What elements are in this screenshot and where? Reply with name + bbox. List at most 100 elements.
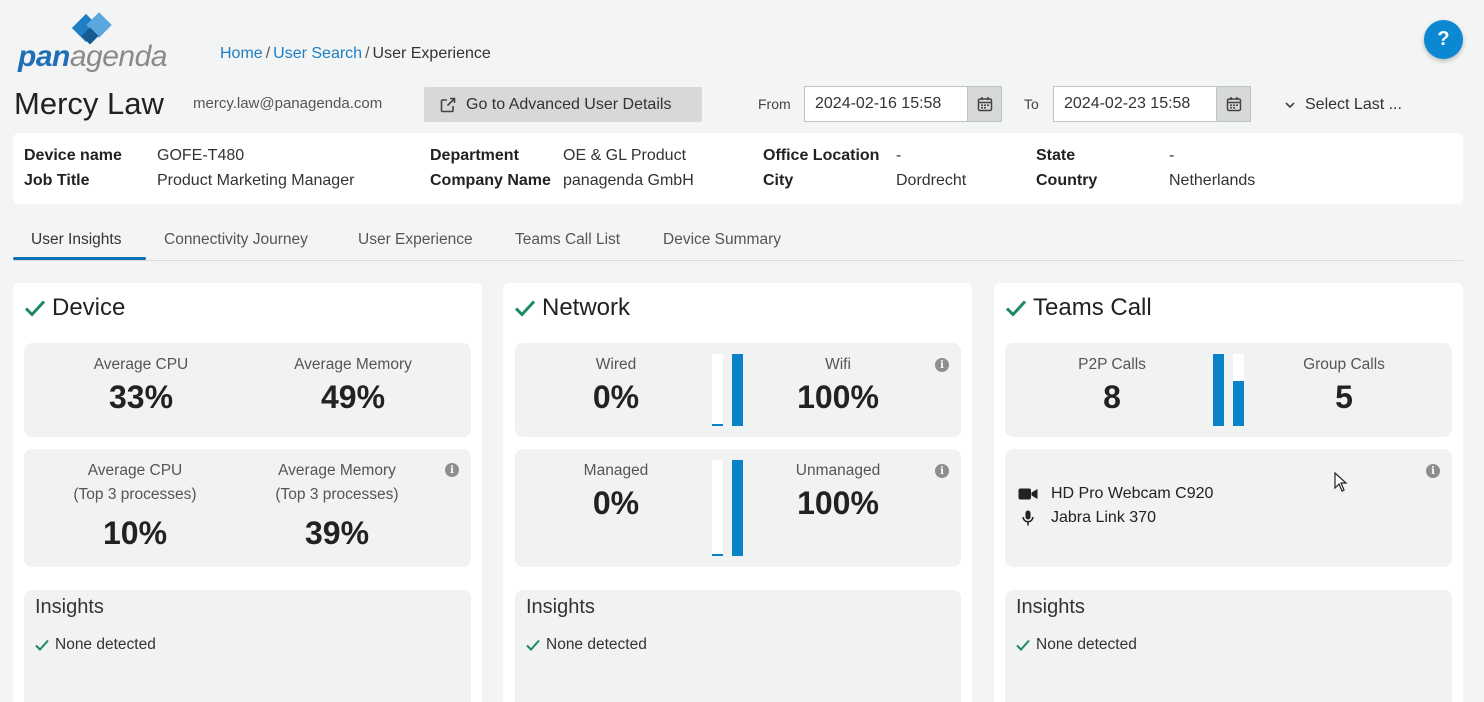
top-cpu-sublabel: (Top 3 processes) xyxy=(73,486,197,503)
top-memory-label: Average Memory xyxy=(278,462,396,479)
group-calls-bar-fill xyxy=(1233,381,1244,426)
breadcrumb: Home / User Search / User Experience xyxy=(220,45,491,63)
department-row: Department OE & GL Product xyxy=(430,147,686,165)
group-calls-bar xyxy=(1233,354,1244,426)
teams-panel-title: Teams Call xyxy=(1005,294,1152,322)
average-cpu-label: Average CPU xyxy=(93,356,189,373)
active-tab-indicator xyxy=(13,257,146,260)
country-value: Netherlands xyxy=(1169,172,1256,189)
managed-value: 0% xyxy=(592,485,640,521)
connection-type-card: Wired 0% Wifi 100% i xyxy=(515,343,961,437)
top-cpu-value: 10% xyxy=(102,515,168,551)
help-icon: ? xyxy=(1437,28,1450,50)
teams-title-text: Teams Call xyxy=(1033,294,1152,321)
top-memory-metric: Average Memory (Top 3 processes) 39% xyxy=(242,459,432,553)
chevron-down-icon xyxy=(1285,102,1295,108)
breadcrumb-separator: / xyxy=(365,45,370,62)
device-name-row: Device name GOFE-T480 xyxy=(24,147,244,165)
page-title: Mercy Law xyxy=(14,86,164,121)
microphone-name: Jabra Link 370 xyxy=(1051,509,1156,526)
tab-user-insights[interactable]: User Insights xyxy=(31,231,122,248)
from-date-value[interactable]: 2024-02-16 15:58 xyxy=(815,95,942,112)
info-icon[interactable]: i xyxy=(935,358,949,372)
tab-device-summary[interactable]: Device Summary xyxy=(663,231,781,248)
state-row: State - xyxy=(1036,147,1174,165)
tab-connectivity-journey[interactable]: Connectivity Journey xyxy=(164,231,308,248)
help-button[interactable]: ? xyxy=(1424,20,1463,59)
network-title-text: Network xyxy=(542,294,631,321)
state-key: State xyxy=(1036,147,1076,164)
select-last-dropdown[interactable]: Select Last ... xyxy=(1285,96,1402,114)
city-row: City Dordrecht xyxy=(763,172,966,190)
device-averages-card: Average CPU 33% Average Memory 49% xyxy=(24,343,471,437)
network-insights-card: Insights None detected xyxy=(515,590,961,702)
panagenda-logo[interactable]: panagenda xyxy=(18,12,186,74)
management-card: Managed 0% Unmanaged 100% i xyxy=(515,449,961,567)
p2p-calls-metric: P2P Calls 8 xyxy=(1027,353,1197,417)
managed-bar xyxy=(712,460,723,556)
unmanaged-metric: Unmanaged 100% xyxy=(753,459,923,523)
device-name-value: GOFE-T480 xyxy=(157,147,245,164)
advanced-user-details-button[interactable]: Go to Advanced User Details xyxy=(424,87,702,122)
mouse-cursor-icon xyxy=(1334,472,1348,492)
from-calendar-button[interactable] xyxy=(967,87,1001,121)
advanced-user-details-label: Go to Advanced User Details xyxy=(466,95,672,113)
insights-status: None detected xyxy=(526,636,647,654)
audio-video-devices-card: HD Pro Webcam C920 Jabra Link 370 i xyxy=(1005,449,1452,567)
average-memory-value: 49% xyxy=(320,379,386,415)
tab-user-experience[interactable]: User Experience xyxy=(358,231,473,248)
to-date-field[interactable]: 2024-02-23 15:58 xyxy=(1053,86,1251,122)
check-icon xyxy=(35,639,49,651)
check-icon xyxy=(526,639,540,651)
teams-call-panel: Teams Call P2P Calls 8 Group Calls 5 HD … xyxy=(994,283,1463,702)
from-label: From xyxy=(758,96,791,112)
p2p-calls-bar-fill xyxy=(1213,354,1224,426)
breadcrumb-home[interactable]: Home xyxy=(220,45,263,62)
camera-name: HD Pro Webcam C920 xyxy=(1051,485,1214,502)
tab-bar: User Insights Connectivity Journey User … xyxy=(13,226,1463,261)
insights-status-text: None detected xyxy=(55,636,156,653)
job-title-row: Job Title Product Marketing Manager xyxy=(24,172,354,190)
info-icon[interactable]: i xyxy=(445,463,459,477)
wifi-bar xyxy=(732,354,743,426)
unmanaged-bar xyxy=(732,460,743,556)
group-calls-label: Group Calls xyxy=(1303,356,1385,373)
tab-teams-call-list[interactable]: Teams Call List xyxy=(515,231,621,248)
breadcrumb-current: User Experience xyxy=(372,45,491,62)
wired-bar-fill xyxy=(712,424,723,426)
managed-bar-fill xyxy=(712,554,723,556)
country-row: Country Netherlands xyxy=(1036,172,1255,190)
top-memory-sublabel: (Top 3 processes) xyxy=(275,486,399,503)
to-calendar-button[interactable] xyxy=(1216,87,1250,121)
network-panel-title: Network xyxy=(514,294,630,322)
logo-wordmark: panagenda xyxy=(18,40,167,73)
insights-status-text: None detected xyxy=(1036,636,1137,653)
department-key: Department xyxy=(430,147,519,164)
job-title-value: Product Marketing Manager xyxy=(157,172,355,189)
check-icon xyxy=(1005,300,1027,317)
info-icon[interactable]: i xyxy=(1426,464,1440,478)
office-key: Office Location xyxy=(763,147,880,164)
calendar-icon xyxy=(1226,97,1241,112)
to-date-value[interactable]: 2024-02-23 15:58 xyxy=(1064,95,1191,112)
device-top-processes-card: Average CPU (Top 3 processes) 10% Averag… xyxy=(24,449,471,567)
p2p-calls-label: P2P Calls xyxy=(1078,356,1146,373)
from-date-field[interactable]: 2024-02-16 15:58 xyxy=(804,86,1002,122)
unmanaged-label: Unmanaged xyxy=(795,462,881,479)
breadcrumb-user-search[interactable]: User Search xyxy=(273,45,363,62)
insights-status-text: None detected xyxy=(546,636,647,653)
check-icon xyxy=(24,300,46,317)
top-memory-value: 39% xyxy=(304,515,370,551)
info-icon[interactable]: i xyxy=(935,464,949,478)
top-cpu-metric: Average CPU (Top 3 processes) 10% xyxy=(40,459,230,553)
to-label: To xyxy=(1024,96,1039,112)
device-insights-card: Insights None detected xyxy=(24,590,471,702)
company-key: Company Name xyxy=(430,172,551,189)
company-row: Company Name panagenda GmbH xyxy=(430,172,694,190)
insights-title: Insights xyxy=(526,596,595,618)
top-cpu-label: Average CPU xyxy=(87,462,183,479)
country-key: Country xyxy=(1036,172,1098,189)
unmanaged-value: 100% xyxy=(797,485,879,521)
office-row: Office Location - xyxy=(763,147,901,165)
wired-metric: Wired 0% xyxy=(531,353,701,417)
